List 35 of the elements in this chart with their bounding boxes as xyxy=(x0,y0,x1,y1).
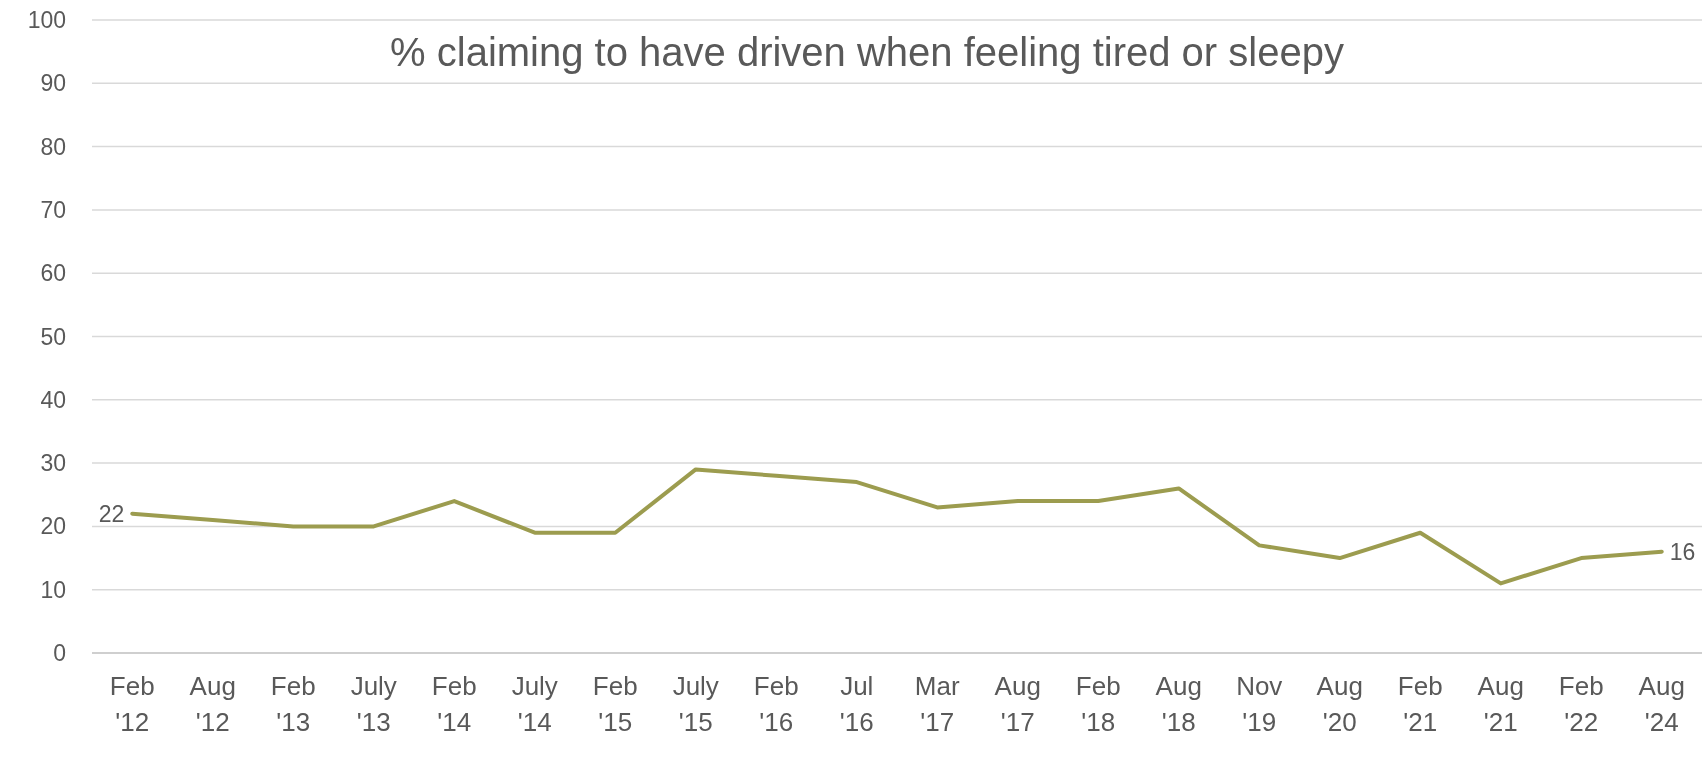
y-tick-label: 20 xyxy=(40,513,66,540)
x-tick-label: Feb '12 xyxy=(109,671,155,737)
y-tick-label: 60 xyxy=(40,260,66,287)
x-tick-label: July '15 xyxy=(672,671,719,737)
y-tick-label: 70 xyxy=(40,196,66,223)
x-tick-label: Mar '17 xyxy=(914,671,960,737)
y-tick-label: 80 xyxy=(40,133,66,160)
x-tick-label: Feb '13 xyxy=(270,671,316,737)
y-tick-label: 40 xyxy=(40,386,66,413)
x-tick-label: Feb '22 xyxy=(1558,671,1604,737)
x-tick-label: July '13 xyxy=(350,671,397,737)
x-tick-label: Aug '12 xyxy=(189,671,236,737)
x-tick-label: Aug '17 xyxy=(994,671,1041,737)
x-tick-label: Feb '18 xyxy=(1075,671,1121,737)
y-tick-label: 30 xyxy=(40,450,66,477)
x-tick-label: Feb '16 xyxy=(753,671,799,737)
x-tick-label: Aug '21 xyxy=(1477,671,1524,737)
x-tick-label: Aug '24 xyxy=(1638,671,1685,737)
y-tick-label: 0 xyxy=(53,640,66,667)
y-tick-label: 10 xyxy=(40,576,66,603)
data-label: 16 xyxy=(1669,538,1696,565)
data-label: 22 xyxy=(98,500,125,527)
line-series xyxy=(130,467,1664,586)
x-tick-label: Feb '21 xyxy=(1397,671,1443,737)
x-tick-label: July '14 xyxy=(511,671,558,737)
x-tick-label: Aug '18 xyxy=(1155,671,1202,737)
y-tick-label: 90 xyxy=(40,70,66,97)
x-tick-label: Jul '16 xyxy=(839,671,874,737)
y-tick-label: 100 xyxy=(27,7,66,34)
x-tick-label: Feb '15 xyxy=(592,671,638,737)
x-tick-label: Nov '19 xyxy=(1236,671,1283,737)
y-tick-label: 50 xyxy=(40,323,66,350)
x-tick-label: Feb '14 xyxy=(431,671,477,737)
x-tick-label: Aug '20 xyxy=(1316,671,1363,737)
chart-title: % claiming to have driven when feeling tired or sleepy xyxy=(390,30,1344,74)
